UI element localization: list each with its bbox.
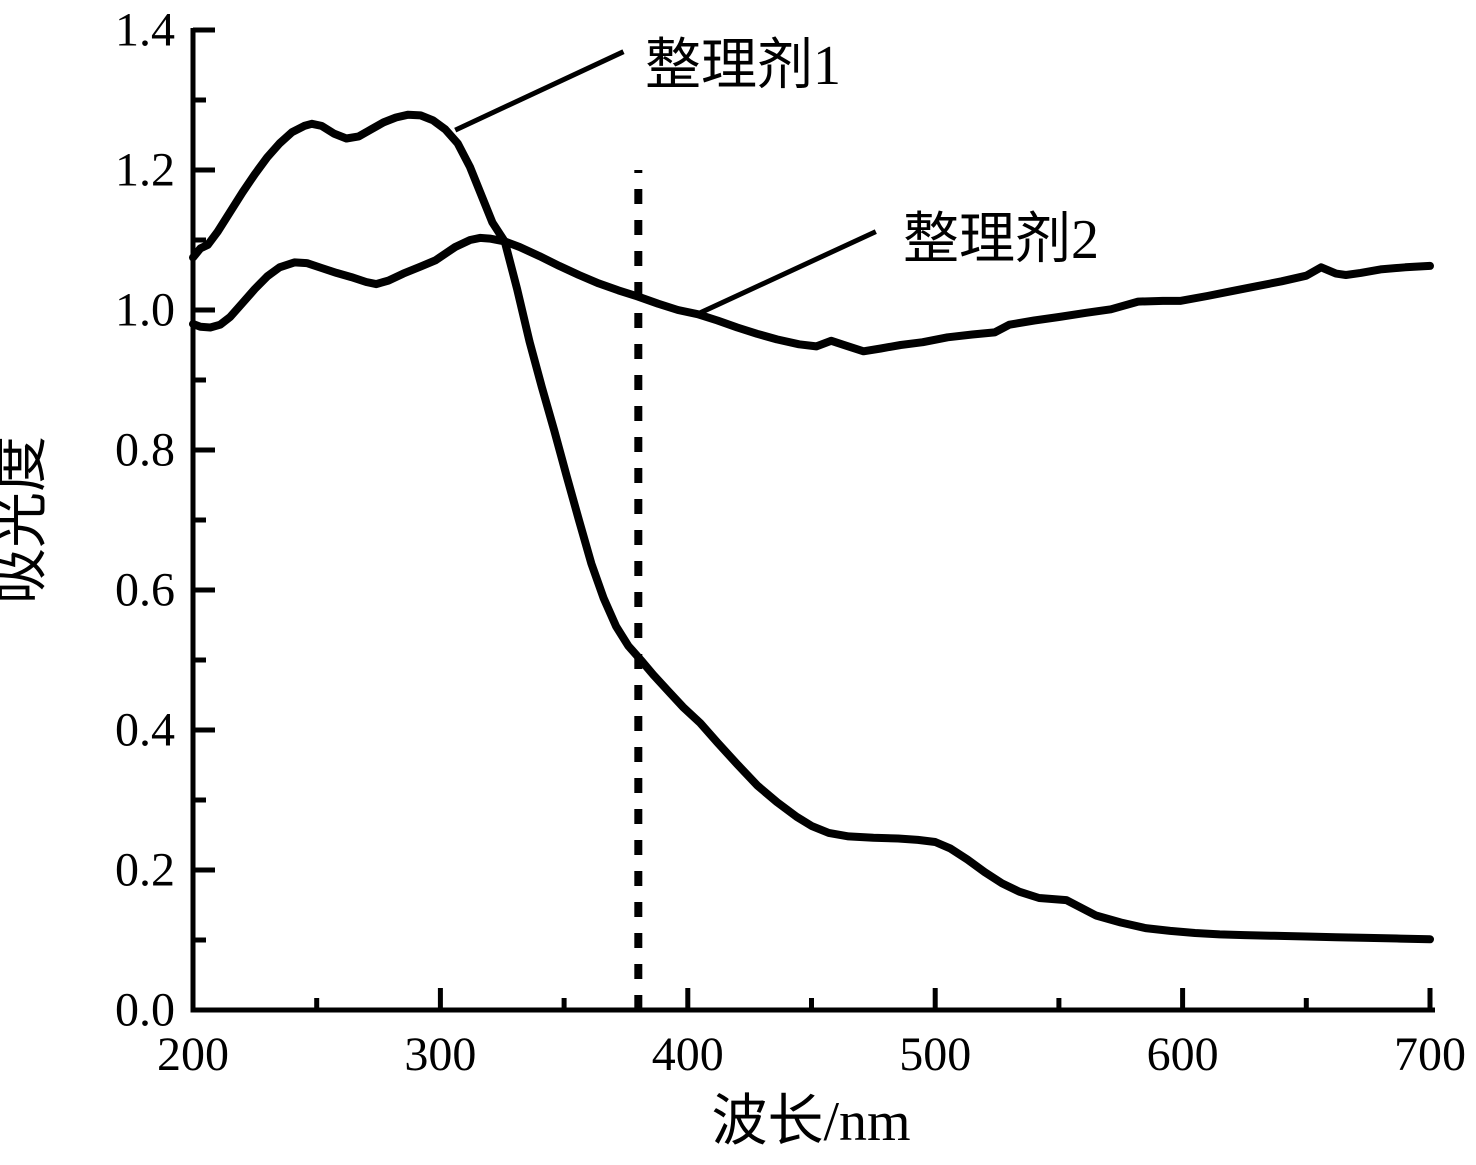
x-axis-title: 波长/nm [711,1091,910,1153]
series-line-2 [189,233,1434,356]
x-tick-label: 600 [1147,1028,1219,1081]
x-tick-label: 500 [899,1028,971,1081]
y-tick-label: 0.4 [115,704,175,757]
leader-line-1 [454,49,625,133]
series-line-1 [189,110,1434,944]
x-tick-label: 200 [157,1028,229,1081]
y-tick-label: 0.6 [115,564,175,617]
leader-line-2 [699,229,877,316]
y-tick-label: 0.8 [115,424,175,477]
series1-label: 整理剂1 [645,35,841,97]
x-tick-label: 300 [404,1028,476,1081]
y-tick-label: 0.0 [115,984,175,1037]
y-axis-title: 吸光度 [0,436,53,604]
series-layer [189,110,1434,944]
y-tick-label: 1.2 [115,144,175,197]
x-tick-label: 400 [652,1028,724,1081]
y-tick-label: 0.2 [115,844,175,897]
series2-label: 整理剂2 [903,209,1099,271]
axes-layer: 200 300 400 500 600 700 0.0 0.2 0.4 0.6 0.8 1.0 1.2 1… [115,4,1466,1082]
x-tick-label: 700 [1394,1028,1466,1081]
y-tick-label: 1.4 [115,4,175,57]
y-tick-label: 1.0 [115,284,175,337]
